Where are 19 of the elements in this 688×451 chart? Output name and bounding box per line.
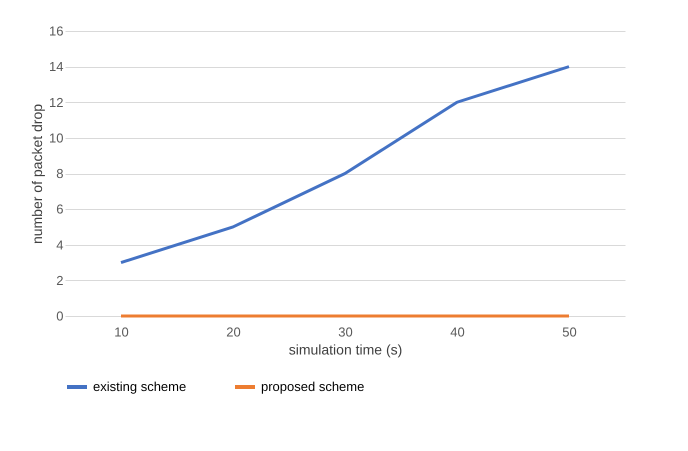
x-tick-label: 10 [114, 324, 129, 340]
legend-label: existing scheme [93, 379, 186, 394]
y-tick-label: 12 [49, 94, 64, 110]
x-tick-label: 20 [226, 324, 241, 340]
y-tick-label: 4 [56, 237, 64, 252]
y-tick-label: 14 [49, 59, 64, 74]
y-axis-title: number of packet drop [29, 104, 46, 244]
legend-label: proposed scheme [261, 379, 364, 394]
y-tick-label: 10 [49, 130, 64, 146]
y-tick-label: 8 [56, 166, 64, 181]
x-tick-label: 30 [338, 324, 353, 340]
y-tick-label: 6 [56, 202, 64, 217]
y-tick-label: 0 [56, 308, 64, 324]
x-tick-label: 40 [450, 324, 465, 340]
x-tick-label: 50 [562, 324, 577, 340]
line-series [120, 65, 570, 264]
x-axis-title: simulation time (s) [288, 342, 402, 358]
y-tick-label: 16 [49, 24, 64, 38]
y-tick-label: 2 [56, 272, 64, 288]
